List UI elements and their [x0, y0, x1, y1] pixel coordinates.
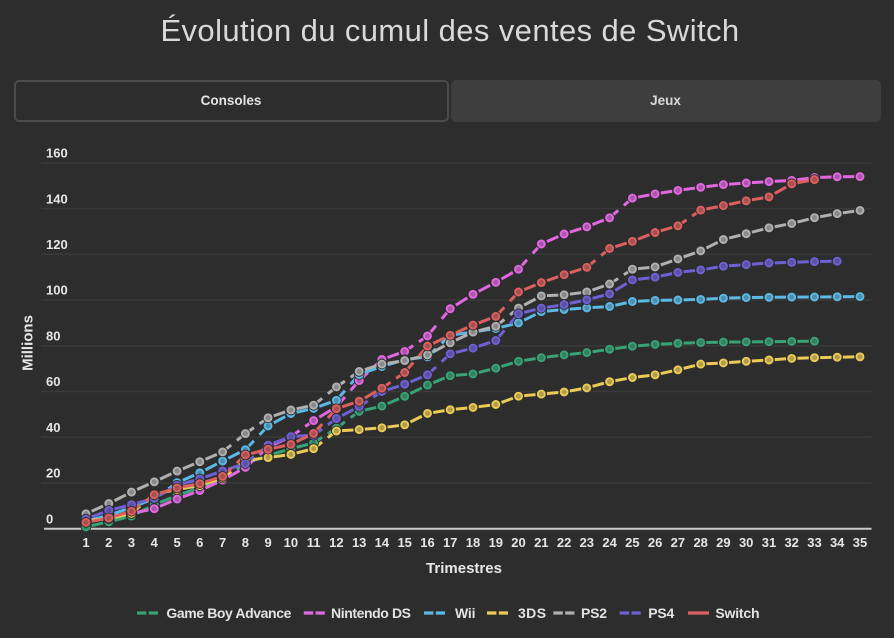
- svg-text:23: 23: [580, 535, 594, 550]
- svg-text:19: 19: [489, 535, 503, 550]
- svg-text:5: 5: [173, 535, 180, 550]
- svg-text:17: 17: [443, 535, 457, 550]
- svg-text:6: 6: [196, 535, 203, 550]
- svg-text:8: 8: [242, 535, 249, 550]
- svg-text:1: 1: [82, 535, 89, 550]
- svg-text:40: 40: [46, 420, 60, 435]
- svg-text:21: 21: [534, 535, 548, 550]
- svg-text:Trimestres: Trimestres: [426, 560, 502, 577]
- svg-text:3DS: 3DS: [518, 605, 546, 621]
- svg-text:Nintendo DS: Nintendo DS: [331, 605, 411, 621]
- svg-text:100: 100: [46, 283, 68, 298]
- svg-text:31: 31: [762, 535, 776, 550]
- svg-text:11: 11: [307, 535, 321, 550]
- svg-text:27: 27: [671, 535, 685, 550]
- svg-text:140: 140: [46, 191, 68, 206]
- svg-text:7: 7: [219, 535, 226, 550]
- svg-text:13: 13: [352, 535, 366, 550]
- svg-text:18: 18: [466, 535, 480, 550]
- svg-text:28: 28: [693, 535, 707, 550]
- svg-text:34: 34: [830, 535, 845, 550]
- svg-text:4: 4: [151, 535, 159, 550]
- svg-text:120: 120: [46, 237, 68, 252]
- svg-text:Game Boy Advance: Game Boy Advance: [166, 605, 291, 621]
- svg-text:14: 14: [375, 535, 390, 550]
- svg-text:33: 33: [807, 535, 821, 550]
- svg-text:PS4: PS4: [648, 605, 674, 621]
- svg-text:24: 24: [602, 535, 617, 550]
- svg-text:26: 26: [648, 535, 662, 550]
- svg-text:60: 60: [46, 374, 60, 389]
- svg-text:0: 0: [46, 511, 53, 526]
- svg-text:PS2: PS2: [581, 605, 607, 621]
- svg-text:35: 35: [853, 535, 867, 550]
- svg-text:20: 20: [46, 466, 60, 481]
- svg-text:Millions: Millions: [20, 315, 37, 371]
- svg-text:9: 9: [264, 535, 271, 550]
- svg-text:80: 80: [46, 329, 60, 344]
- svg-text:Switch: Switch: [715, 605, 759, 621]
- svg-text:32: 32: [784, 535, 798, 550]
- svg-text:3: 3: [128, 535, 135, 550]
- svg-text:Wii: Wii: [455, 605, 475, 621]
- svg-text:20: 20: [511, 535, 525, 550]
- svg-text:16: 16: [420, 535, 434, 550]
- svg-text:29: 29: [716, 535, 730, 550]
- svg-text:15: 15: [397, 535, 411, 550]
- svg-text:22: 22: [557, 535, 571, 550]
- svg-text:10: 10: [284, 535, 298, 550]
- svg-text:12: 12: [329, 535, 343, 550]
- svg-text:160: 160: [46, 146, 68, 161]
- svg-text:25: 25: [625, 535, 639, 550]
- svg-text:30: 30: [739, 535, 753, 550]
- svg-text:2: 2: [105, 535, 112, 550]
